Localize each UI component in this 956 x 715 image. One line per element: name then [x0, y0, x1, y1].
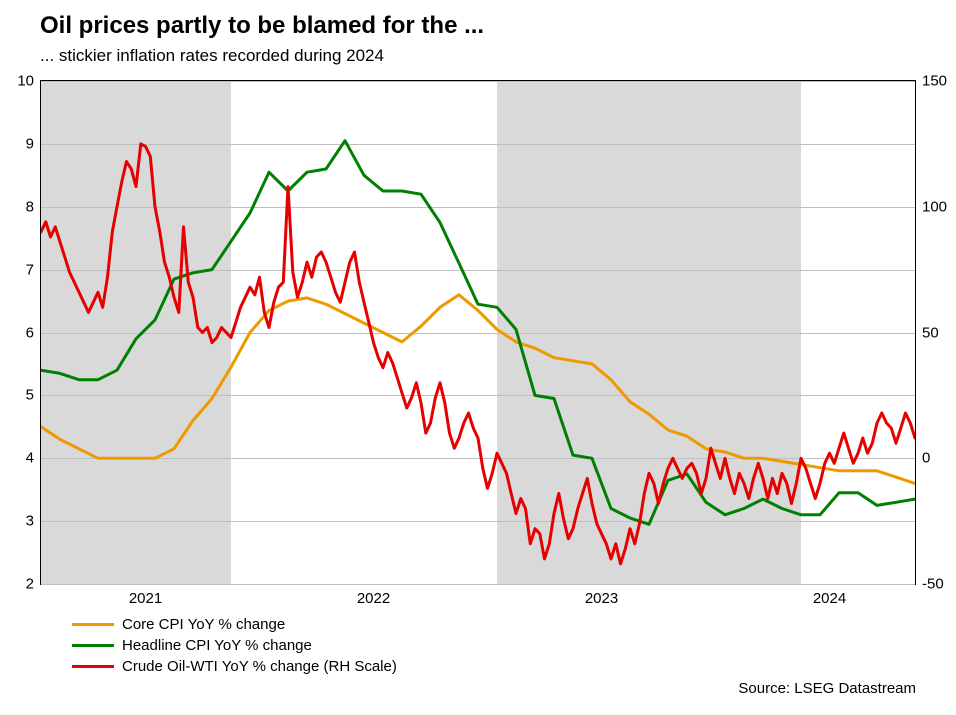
- series-line-headline: [41, 141, 915, 525]
- series-line-oil: [41, 144, 915, 564]
- ytick-left-label: 7: [4, 261, 34, 278]
- ytick-right-label: 150: [922, 73, 956, 90]
- plot-area: [40, 80, 916, 585]
- line-layer: [41, 81, 915, 584]
- ytick-right-label: -50: [922, 576, 956, 593]
- ytick-left-label: 10: [4, 73, 34, 90]
- legend-label: Crude Oil-WTI YoY % change (RH Scale): [122, 658, 397, 675]
- xtick-label: 2023: [585, 590, 618, 607]
- series-line-core: [41, 295, 915, 484]
- xtick-label: 2021: [129, 590, 162, 607]
- ytick-right-label: 0: [922, 450, 956, 467]
- gridline: [41, 584, 915, 585]
- ytick-left-label: 2: [4, 576, 34, 593]
- xtick-label: 2024: [813, 590, 846, 607]
- legend-label: Core CPI YoY % change: [122, 616, 285, 633]
- legend-swatch: [72, 665, 114, 668]
- chart-title: Oil prices partly to be blamed for the .…: [40, 12, 484, 40]
- xtick-label: 2022: [357, 590, 390, 607]
- legend-label: Headline CPI YoY % change: [122, 637, 312, 654]
- chart-subtitle: ... stickier inflation rates recorded du…: [40, 46, 384, 66]
- ytick-right-label: 100: [922, 198, 956, 215]
- ytick-left-label: 9: [4, 135, 34, 152]
- ytick-left-label: 3: [4, 513, 34, 530]
- ytick-left-label: 6: [4, 324, 34, 341]
- source-label: Source: LSEG Datastream: [738, 680, 916, 697]
- legend-swatch: [72, 623, 114, 626]
- chart-page: Oil prices partly to be blamed for the .…: [0, 0, 956, 715]
- ytick-right-label: 50: [922, 324, 956, 341]
- ytick-left-label: 4: [4, 450, 34, 467]
- legend: Core CPI YoY % change Headline CPI YoY % …: [72, 614, 397, 677]
- legend-item-oil: Crude Oil-WTI YoY % change (RH Scale): [72, 656, 397, 677]
- ytick-left-label: 5: [4, 387, 34, 404]
- legend-item-core: Core CPI YoY % change: [72, 614, 397, 635]
- legend-item-headline: Headline CPI YoY % change: [72, 635, 397, 656]
- legend-swatch: [72, 644, 114, 647]
- ytick-left-label: 8: [4, 198, 34, 215]
